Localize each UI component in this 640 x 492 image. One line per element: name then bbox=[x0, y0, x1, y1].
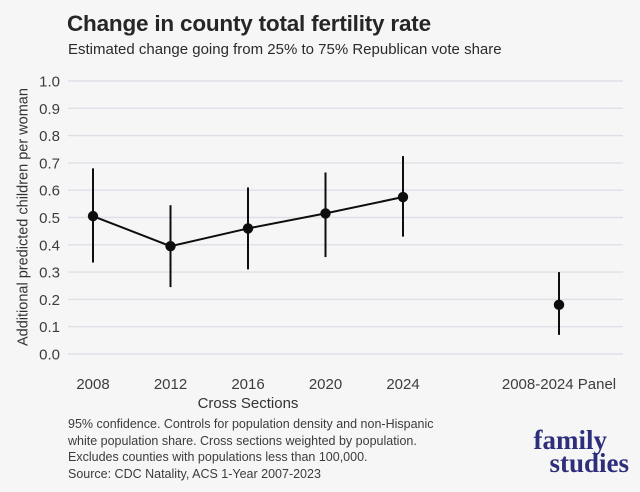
data-point bbox=[242, 223, 254, 234]
y-tick-label: 0.5 bbox=[39, 210, 60, 227]
y-tick-label: 0.2 bbox=[39, 292, 60, 309]
y-tick-label: 0.0 bbox=[39, 347, 60, 364]
y-tick-label: 1.0 bbox=[39, 74, 60, 91]
x-tick-label: 2008-2024 Panel bbox=[502, 376, 616, 393]
x-tick-label: 2024 bbox=[386, 376, 419, 393]
chart-footnotes: 95% confidence. Controls for population … bbox=[68, 416, 434, 482]
x-tick-label: 2020 bbox=[309, 376, 342, 393]
footnote-line: white population share. Cross sections w… bbox=[68, 433, 417, 448]
data-point bbox=[165, 240, 176, 252]
data-point bbox=[553, 299, 565, 311]
data-point bbox=[87, 210, 99, 222]
data-point bbox=[320, 208, 331, 219]
y-tick-label: 0.6 bbox=[39, 183, 60, 200]
y-tick-label: 0.9 bbox=[39, 101, 60, 118]
data-point bbox=[397, 191, 409, 203]
y-tick-label: 0.3 bbox=[39, 265, 60, 282]
y-axis-title: Additional predicted children per woman bbox=[15, 88, 32, 347]
x-tick-label: 2016 bbox=[231, 376, 264, 393]
page-title: Change in county total fertility rate bbox=[67, 11, 431, 36]
y-tick-label: 0.4 bbox=[39, 237, 60, 254]
x-axis-title: Cross Sections bbox=[197, 395, 299, 412]
y-tick-label: 0.8 bbox=[39, 128, 60, 145]
logo-line-2: studies bbox=[549, 448, 629, 478]
footnote-line: Excludes counties with populations less … bbox=[68, 450, 368, 464]
x-tick-label: 2008 bbox=[76, 376, 109, 393]
y-tick-label: 0.1 bbox=[39, 319, 60, 336]
x-tick-label: 2012 bbox=[154, 376, 187, 393]
family-studies-logo: family studies bbox=[533, 425, 630, 478]
footnote-line: 95% confidence. Controls for population … bbox=[68, 417, 434, 431]
y-tick-label: 0.7 bbox=[39, 155, 60, 172]
logo-line-1: family bbox=[533, 425, 608, 455]
footnote-line: Source: CDC Natality, ACS 1-Year 2007-20… bbox=[68, 466, 321, 481]
page-subtitle: Estimated change going from 25% to 75% R… bbox=[68, 41, 502, 58]
